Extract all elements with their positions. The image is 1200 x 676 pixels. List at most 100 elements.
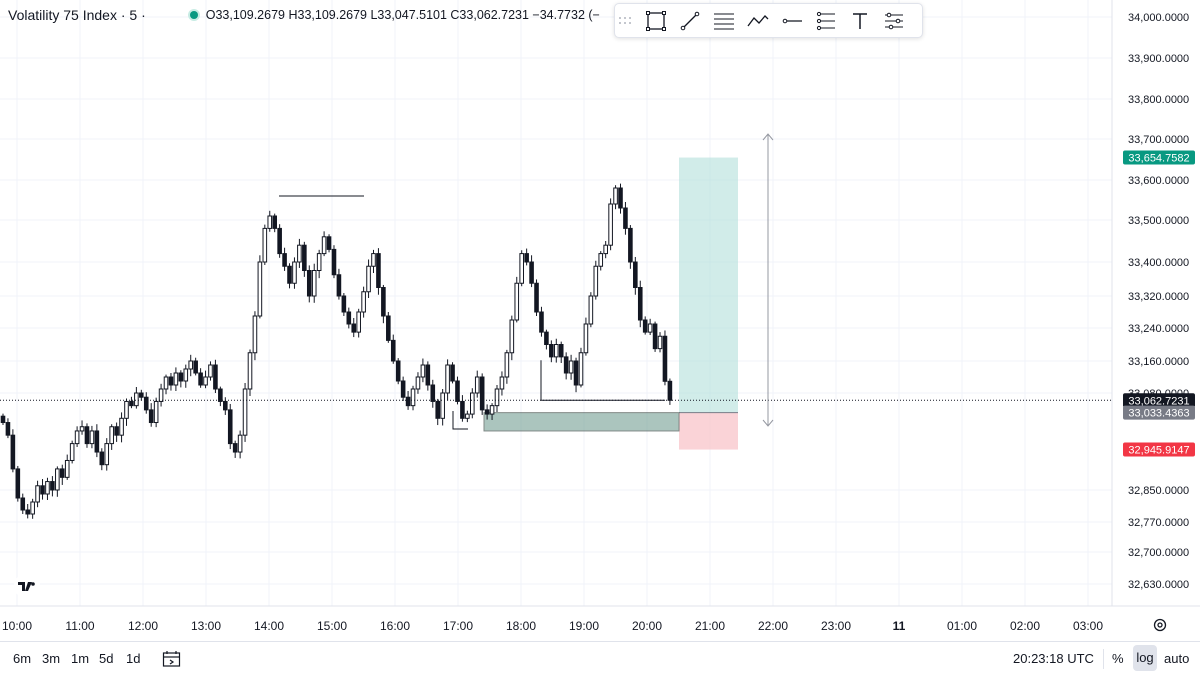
- candle: [173, 372, 179, 386]
- candle: [578, 352, 584, 386]
- candle: [25, 509, 30, 515]
- time-tick-label: 15:00: [317, 619, 347, 633]
- price-tick-label: 33,400.0000: [1128, 257, 1189, 269]
- candle: [386, 315, 391, 341]
- candle: [356, 311, 361, 333]
- price-badge-label: 33,654.7582: [1128, 153, 1189, 165]
- timeframe-3m[interactable]: 3m: [42, 651, 61, 666]
- candle: [84, 426, 90, 445]
- candle: [336, 274, 342, 297]
- candle: [366, 265, 371, 293]
- candle: [316, 253, 322, 272]
- candle: [252, 315, 258, 354]
- candle: [460, 400, 465, 419]
- clock-utc[interactable]: 20:23:18 UTC: [1013, 651, 1094, 666]
- candle: [139, 392, 144, 398]
- time-tick-label: 03:00: [1073, 619, 1103, 633]
- candle: [637, 287, 643, 321]
- time-tick-label: 10:00: [2, 619, 32, 633]
- candle: [667, 380, 673, 401]
- candle: [405, 396, 411, 407]
- timeframe-6m[interactable]: 6m: [13, 651, 32, 666]
- candle: [539, 311, 544, 333]
- tradingview-logo[interactable]: [12, 573, 42, 599]
- candle: [470, 392, 475, 415]
- candle: [99, 451, 105, 466]
- text-icon[interactable]: [843, 7, 877, 35]
- time-tick-label: 17:00: [443, 619, 473, 633]
- candle: [311, 270, 317, 297]
- candle: [272, 215, 277, 229]
- price-tick-label: 32,700.0000: [1128, 547, 1189, 559]
- candle: [237, 434, 243, 453]
- price-badge-label: 33,033.4363: [1128, 408, 1189, 420]
- candle: [30, 501, 35, 515]
- candle: [642, 319, 648, 333]
- candle: [430, 384, 436, 402]
- timeframe-1d[interactable]: 1d: [126, 651, 141, 666]
- take-profit-zone: [679, 157, 738, 413]
- demand-zone: [483, 412, 680, 432]
- time-tick-label: 20:00: [632, 619, 662, 633]
- candle: [74, 430, 80, 445]
- symbol-title[interactable]: Volatility 75 Index · 5 ·: [8, 7, 146, 23]
- price-chart[interactable]: 34,000.0000 33,900.0000 33,800.0000 33,700.…: [0, 0, 1200, 641]
- candle: [292, 261, 297, 284]
- candle: [400, 380, 406, 398]
- candle: [479, 376, 485, 411]
- candle: [282, 253, 287, 267]
- candle: [64, 459, 70, 478]
- candle: [519, 253, 525, 284]
- trend-line-icon[interactable]: [673, 7, 707, 35]
- candle: [346, 311, 352, 325]
- candle: [143, 396, 149, 411]
- candle: [198, 372, 203, 386]
- candle: [218, 388, 223, 402]
- candle: [376, 253, 381, 289]
- market-status-dot: [189, 11, 198, 19]
- candle: [474, 376, 480, 394]
- candle: [410, 388, 416, 407]
- candle: [297, 244, 302, 263]
- fib-retracement-icon[interactable]: [707, 7, 741, 35]
- timeframe-1m[interactable]: 1m: [71, 651, 90, 666]
- candle: [59, 468, 65, 478]
- time-tick-label: 12:00: [128, 619, 158, 633]
- ohlc-values: O33,109.2679 H33,109.2679 L33,047.5101 C…: [205, 8, 600, 22]
- log-toggle[interactable]: log: [1133, 645, 1157, 671]
- candle: [450, 364, 455, 382]
- candle: [148, 409, 154, 424]
- percent-toggle[interactable]: %: [1112, 651, 1124, 666]
- candle: [45, 481, 50, 495]
- price-tick-label: 32,630.0000: [1128, 579, 1189, 591]
- drag-grip-icon[interactable]: [619, 11, 633, 31]
- price-tick-label: 33,800.0000: [1128, 94, 1189, 106]
- candle: [341, 295, 347, 313]
- calendar-range-icon[interactable]: [162, 650, 182, 668]
- arrow-head-down: [762, 419, 774, 427]
- horizontal-ray-icon[interactable]: [775, 7, 809, 35]
- candle: [568, 360, 574, 374]
- candle: [104, 443, 110, 466]
- arrow-head-up: [762, 133, 774, 141]
- path-icon[interactable]: [741, 7, 775, 35]
- candle: [455, 380, 460, 402]
- candle: [124, 400, 129, 419]
- candle: [499, 376, 505, 390]
- position-icon[interactable]: [809, 7, 843, 35]
- candle: [178, 372, 184, 382]
- candle: [69, 443, 75, 461]
- gear-icon[interactable]: [1152, 617, 1168, 633]
- support-line: [540, 360, 665, 401]
- price-badge: [1123, 442, 1195, 457]
- candle: [203, 376, 208, 386]
- time-tick-label: 11: [893, 619, 906, 633]
- candle: [504, 352, 510, 378]
- time-tick-label: 01:00: [947, 619, 977, 633]
- settings-lines-icon[interactable]: [877, 7, 911, 35]
- candle: [549, 344, 554, 358]
- auto-toggle[interactable]: auto: [1164, 651, 1190, 666]
- candle: [647, 323, 653, 333]
- timeframe-5d[interactable]: 5d: [99, 651, 114, 666]
- rectangle-icon[interactable]: [639, 7, 673, 35]
